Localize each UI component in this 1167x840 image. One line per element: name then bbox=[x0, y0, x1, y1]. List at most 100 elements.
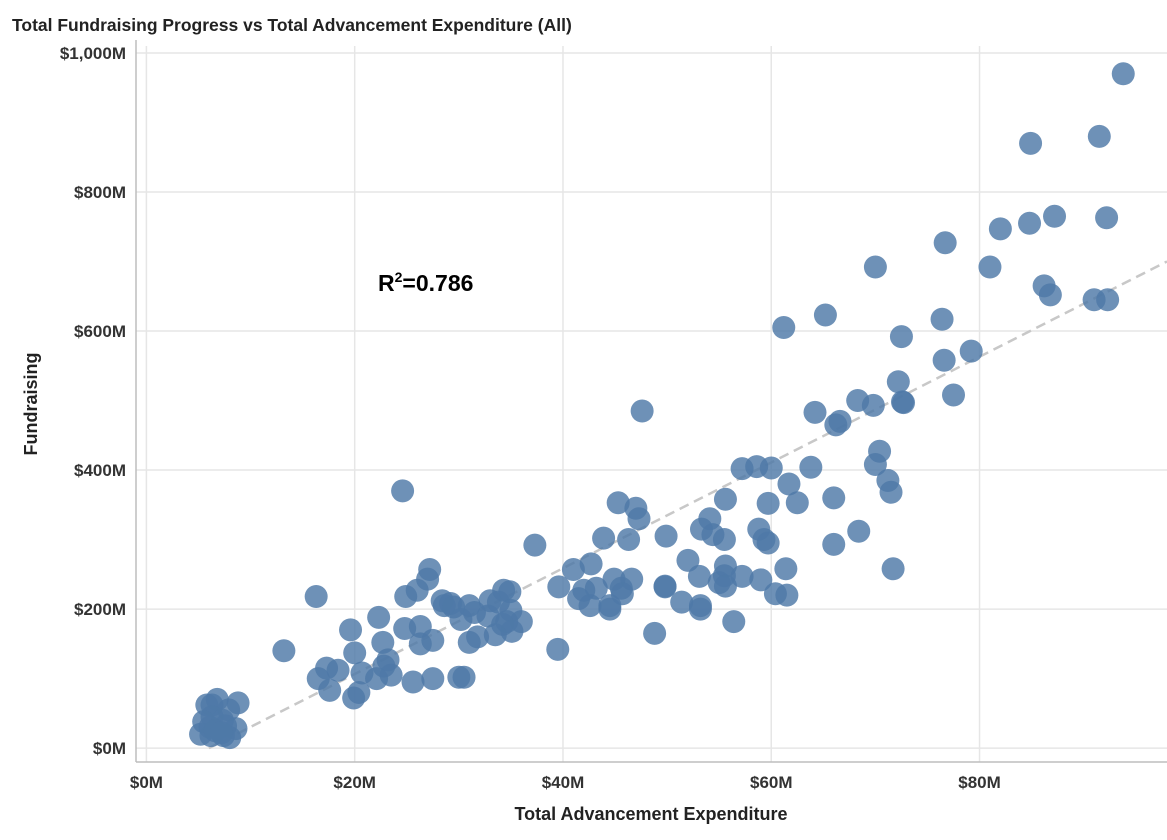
data-point bbox=[824, 413, 848, 437]
data-point bbox=[889, 325, 913, 349]
x-tick-label: $60M bbox=[750, 773, 793, 792]
data-point bbox=[209, 721, 233, 745]
data-point bbox=[643, 621, 667, 645]
y-tick-label: $800M bbox=[74, 183, 126, 202]
data-point bbox=[579, 552, 603, 576]
data-point bbox=[822, 532, 846, 556]
data-point bbox=[1043, 204, 1067, 228]
data-point bbox=[676, 548, 700, 572]
data-point bbox=[988, 217, 1012, 241]
y-axis-title: Fundraising bbox=[21, 353, 41, 456]
data-point bbox=[772, 316, 796, 340]
data-point bbox=[452, 665, 476, 689]
data-point bbox=[523, 533, 547, 557]
data-point bbox=[687, 564, 711, 588]
data-point bbox=[799, 455, 823, 479]
data-point bbox=[978, 255, 1002, 279]
data-point bbox=[930, 307, 954, 331]
data-point bbox=[822, 486, 846, 510]
points-layer bbox=[189, 62, 1135, 750]
data-point bbox=[959, 339, 983, 363]
data-point bbox=[318, 678, 342, 702]
data-point bbox=[942, 383, 966, 407]
data-point bbox=[712, 528, 736, 552]
data-point bbox=[933, 231, 957, 255]
data-point bbox=[617, 528, 641, 552]
data-point bbox=[592, 526, 616, 550]
data-point bbox=[598, 594, 622, 618]
x-tick-label: $80M bbox=[958, 773, 1001, 792]
data-point bbox=[881, 557, 905, 581]
data-point bbox=[546, 637, 570, 661]
data-point bbox=[630, 399, 654, 423]
data-point bbox=[547, 575, 571, 599]
data-point bbox=[1019, 131, 1043, 155]
data-point bbox=[759, 456, 783, 480]
data-point bbox=[408, 632, 432, 656]
data-point bbox=[339, 618, 363, 642]
data-point bbox=[304, 585, 328, 609]
data-point bbox=[653, 575, 677, 599]
data-point bbox=[879, 480, 903, 504]
data-point bbox=[365, 667, 389, 691]
data-point bbox=[393, 617, 417, 641]
data-point bbox=[785, 491, 809, 515]
data-point bbox=[371, 630, 395, 654]
data-point bbox=[670, 590, 694, 614]
x-tick-label: $20M bbox=[333, 773, 376, 792]
data-point bbox=[1087, 124, 1111, 148]
data-point bbox=[932, 348, 956, 372]
data-point bbox=[654, 524, 678, 548]
chart-title: Total Fundraising Progress vs Total Adva… bbox=[12, 15, 572, 35]
data-point bbox=[813, 303, 837, 327]
data-point bbox=[394, 585, 418, 609]
y-tick-label: $200M bbox=[74, 600, 126, 619]
data-point bbox=[890, 390, 914, 414]
data-point bbox=[863, 255, 887, 279]
y-tick-label: $400M bbox=[74, 461, 126, 480]
data-point bbox=[326, 658, 350, 682]
data-point bbox=[1038, 283, 1062, 307]
data-point bbox=[1096, 288, 1120, 312]
r-squared-annotation: R2=0.786 bbox=[378, 269, 473, 296]
y-tick-label: $600M bbox=[74, 322, 126, 341]
x-tick-label: $0M bbox=[130, 773, 163, 792]
data-point bbox=[777, 472, 801, 496]
label-layer: $0M $20M $40M $60M $80M $0M $200M $400M $600M $80… bbox=[21, 44, 1001, 824]
data-point bbox=[449, 607, 473, 631]
data-point bbox=[756, 491, 780, 515]
y-tick-label: $1,000M bbox=[60, 44, 126, 63]
data-point bbox=[578, 594, 602, 618]
data-point bbox=[749, 568, 773, 592]
data-point bbox=[688, 597, 712, 621]
data-point bbox=[847, 519, 871, 543]
data-point bbox=[774, 557, 798, 581]
x-axis-title: Total Advancement Expenditure bbox=[514, 804, 787, 824]
data-point bbox=[713, 487, 737, 511]
data-point bbox=[401, 670, 425, 694]
data-point bbox=[343, 641, 367, 665]
data-point bbox=[1095, 206, 1119, 230]
data-point bbox=[775, 583, 799, 607]
data-point bbox=[391, 479, 415, 503]
data-point bbox=[803, 400, 827, 424]
data-point bbox=[483, 623, 507, 647]
data-point bbox=[861, 393, 885, 417]
data-point bbox=[1018, 211, 1042, 235]
data-point bbox=[756, 531, 780, 555]
x-tick-label: $40M bbox=[542, 773, 585, 792]
data-point bbox=[713, 574, 737, 598]
data-point bbox=[886, 370, 910, 394]
data-point bbox=[457, 630, 481, 654]
data-point bbox=[421, 667, 445, 691]
data-point bbox=[730, 564, 754, 588]
data-point bbox=[863, 452, 887, 476]
data-point bbox=[561, 557, 585, 581]
data-point bbox=[272, 639, 296, 663]
data-point bbox=[1111, 62, 1135, 86]
y-tick-label: $0M bbox=[93, 739, 126, 758]
data-point bbox=[367, 605, 391, 629]
data-point bbox=[342, 686, 366, 710]
data-point bbox=[606, 491, 630, 515]
